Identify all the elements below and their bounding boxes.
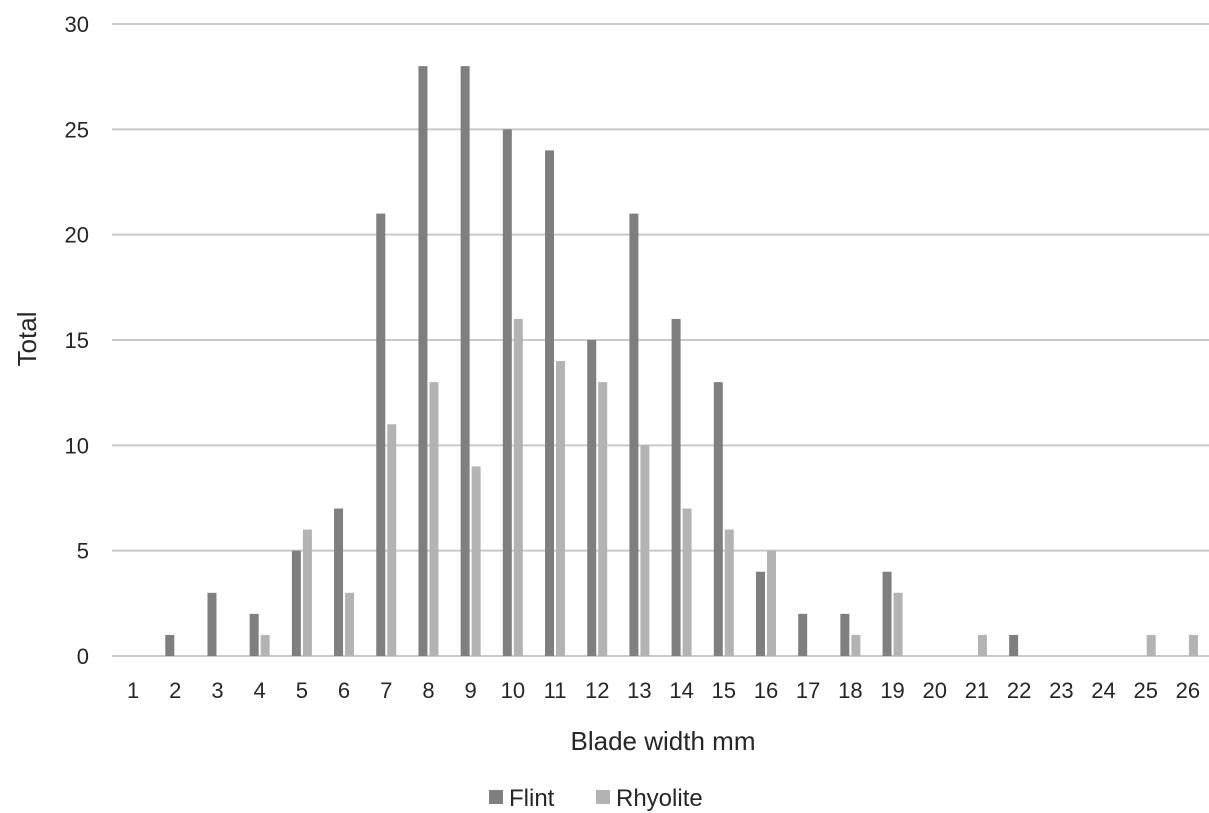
bar-flint-10	[502, 129, 512, 657]
bar-flint-13	[629, 213, 639, 656]
bar-flint-8	[418, 66, 428, 657]
bar-rhyolite-12	[598, 382, 608, 656]
y-tick-label: 15	[65, 328, 89, 353]
legend-swatch-flint	[489, 790, 503, 804]
x-tick-label: 24	[1091, 678, 1115, 703]
x-tick-label: 11	[544, 678, 567, 703]
y-tick-label: 30	[65, 12, 89, 37]
bar-rhyolite-9	[471, 466, 481, 656]
y-axis-title: Total	[12, 312, 42, 367]
bar-flint-12	[587, 340, 597, 656]
x-tick-label: 18	[838, 678, 862, 703]
y-axis-ticks: 0 5 10 15 20 25 30	[65, 12, 89, 669]
x-tick-label: 10	[501, 678, 525, 703]
bar-rhyolite-18	[851, 634, 861, 656]
x-tick-label: 15	[712, 678, 736, 703]
x-tick-label: 4	[254, 678, 266, 703]
bar-rhyolite-26	[1188, 634, 1198, 656]
x-tick-label: 21	[965, 678, 989, 703]
bar-rhyolite-4	[260, 634, 270, 656]
x-tick-label: 3	[211, 678, 223, 703]
bar-flint-11	[545, 150, 555, 656]
y-tick-label: 0	[77, 644, 89, 669]
legend-label-flint: Flint	[509, 785, 555, 812]
bar-flint-14	[671, 318, 681, 656]
bar-flint-2	[165, 634, 175, 656]
gridlines	[112, 23, 1209, 657]
bar-rhyolite-16	[766, 550, 776, 656]
bar-rhyolite-8	[429, 382, 439, 656]
bar-rhyolite-11	[556, 361, 566, 656]
bar-flint-15	[713, 382, 723, 656]
bar-flint-19	[882, 571, 892, 656]
x-tick-label: 1	[127, 678, 139, 703]
bar-flint-22	[1009, 634, 1019, 656]
legend: Flint Rhyolite	[489, 785, 703, 812]
y-tick-label: 20	[65, 223, 89, 248]
bar-flint-6	[334, 508, 344, 656]
x-tick-label: 8	[422, 678, 434, 703]
bar-rhyolite-6	[345, 592, 355, 656]
x-axis-ticks: 1 2 3 4 5 6 7 8 9 10 11 12 13 14 15 16 17 18 19 20 21 22 23 24 2…	[127, 678, 1200, 703]
x-tick-label: 25	[1133, 678, 1157, 703]
bar-rhyolite-14	[682, 508, 692, 656]
bar-rhyolite-19	[893, 592, 903, 656]
bar-rhyolite-21	[977, 634, 987, 656]
bar-flint-5	[291, 550, 301, 656]
x-tick-label: 6	[338, 678, 350, 703]
legend-swatch-rhyolite	[596, 790, 610, 804]
bar-flint-3	[207, 592, 217, 656]
bar-flint-18	[840, 613, 850, 656]
bar-rhyolite-5	[302, 529, 312, 656]
y-tick-label: 25	[65, 117, 89, 142]
bar-flint-9	[460, 66, 470, 657]
x-tick-label: 22	[1007, 678, 1031, 703]
x-tick-label: 26	[1176, 678, 1200, 703]
x-tick-label: 5	[296, 678, 308, 703]
bar-rhyolite-13	[640, 445, 650, 656]
bar-flint-17	[798, 613, 808, 656]
bar-rhyolite-10	[513, 318, 523, 656]
bar-rhyolite-7	[387, 424, 397, 656]
x-tick-label: 2	[169, 678, 181, 703]
x-tick-label: 9	[465, 678, 477, 703]
x-tick-label: 19	[880, 678, 904, 703]
bar-flint-7	[376, 213, 386, 656]
legend-label-rhyolite: Rhyolite	[616, 785, 703, 812]
y-tick-label: 5	[77, 539, 89, 564]
x-tick-label: 14	[669, 678, 693, 703]
x-tick-label: 20	[923, 678, 947, 703]
x-tick-label: 17	[796, 678, 820, 703]
bar-flint-4	[249, 613, 259, 656]
x-tick-label: 16	[754, 678, 778, 703]
x-axis-title: Blade width mm	[571, 726, 756, 756]
x-tick-label: 7	[380, 678, 392, 703]
x-tick-label: 23	[1049, 678, 1073, 703]
y-tick-label: 10	[65, 433, 89, 458]
x-tick-label: 13	[627, 678, 651, 703]
x-tick-label: 12	[585, 678, 609, 703]
bar-rhyolite-25	[1146, 634, 1156, 656]
bar-rhyolite-15	[724, 529, 734, 656]
bar-flint-16	[755, 571, 765, 656]
bars	[165, 66, 1198, 657]
